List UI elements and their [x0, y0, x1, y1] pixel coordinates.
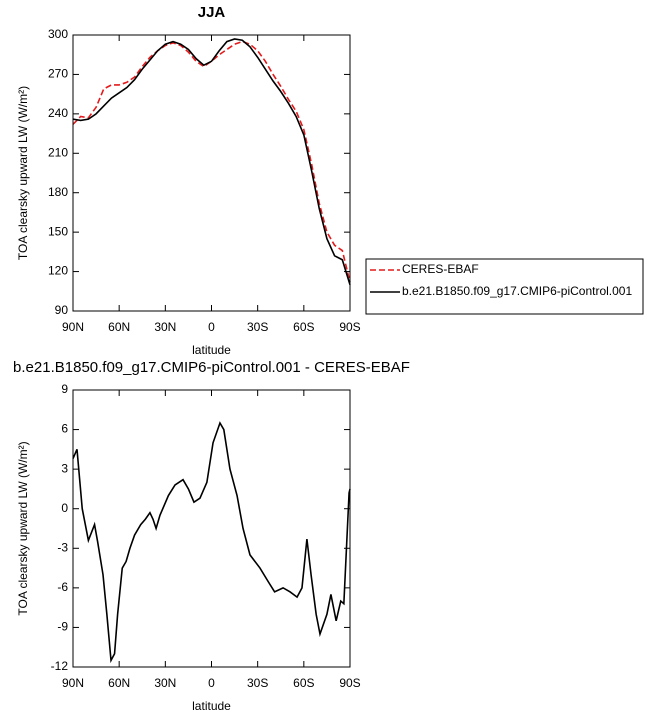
plot-frame: [72, 389, 351, 668]
y-axis-label: TOA clearsky upward LW (W/m²): [16, 86, 30, 260]
y-tick-label: -3: [57, 540, 68, 554]
data-line: [72, 40, 351, 283]
x-tick-label: 60S: [293, 676, 314, 690]
x-tick-label: 90S: [339, 320, 360, 334]
panel: JJA latitude TOA clearsky upward LW (W/m²)…: [16, 4, 644, 357]
x-axis-label: latitude: [192, 699, 231, 713]
x-tick-label: 60S: [293, 320, 314, 334]
x-tick-label: 30N: [154, 320, 176, 334]
x-tick-label: 60N: [108, 676, 130, 690]
y-tick-label: 270: [48, 67, 68, 81]
y-tick-label: 210: [48, 145, 68, 159]
y-tick-label: 6: [61, 422, 68, 436]
y-tick-label: -6: [57, 580, 68, 594]
y-tick-label: -9: [57, 620, 68, 634]
x-tick-label: 30S: [247, 676, 268, 690]
legend-label: b.e21.B1850.f09_g17.CMIP6-piControl.001: [402, 284, 632, 298]
x-tick-label: 90N: [62, 320, 84, 334]
x-tick-label: 30S: [247, 320, 268, 334]
y-tick-label: 9: [61, 382, 68, 396]
x-tick-label: 0: [208, 676, 215, 690]
x-axis-label: latitude: [192, 343, 231, 357]
chart-title: JJA: [198, 4, 226, 21]
data-line: [72, 421, 351, 664]
y-tick-label: 300: [48, 27, 68, 41]
legend-label: CERES-EBAF: [402, 262, 479, 276]
y-axis-label: TOA clearsky upward LW (W/m²): [16, 441, 30, 615]
y-tick-label: 0: [61, 501, 68, 515]
y-tick-label: 90: [55, 303, 69, 317]
y-tick-label: 120: [48, 264, 68, 278]
x-tick-label: 90N: [62, 676, 84, 690]
plot-frame: [72, 34, 351, 312]
panel: b.e21.B1850.f09_g17.CMIP6-piControl.001 …: [13, 359, 410, 713]
x-tick-label: 0: [208, 320, 215, 334]
chart-title: b.e21.B1850.f09_g17.CMIP6-piControl.001 …: [13, 359, 410, 376]
y-tick-label: 240: [48, 106, 68, 120]
legend-box: [365, 258, 644, 315]
y-tick-label: 180: [48, 185, 68, 199]
x-tick-label: 30N: [154, 676, 176, 690]
y-tick-label: -12: [51, 659, 69, 673]
data-line: [72, 38, 351, 285]
legend: CERES-EBAF b.e21.B1850.f09_g17.CMIP6-piCo…: [365, 258, 644, 315]
y-tick-label: 3: [61, 461, 68, 475]
y-tick-label: 150: [48, 224, 68, 238]
x-tick-label: 90S: [339, 676, 360, 690]
x-tick-label: 60N: [108, 320, 130, 334]
